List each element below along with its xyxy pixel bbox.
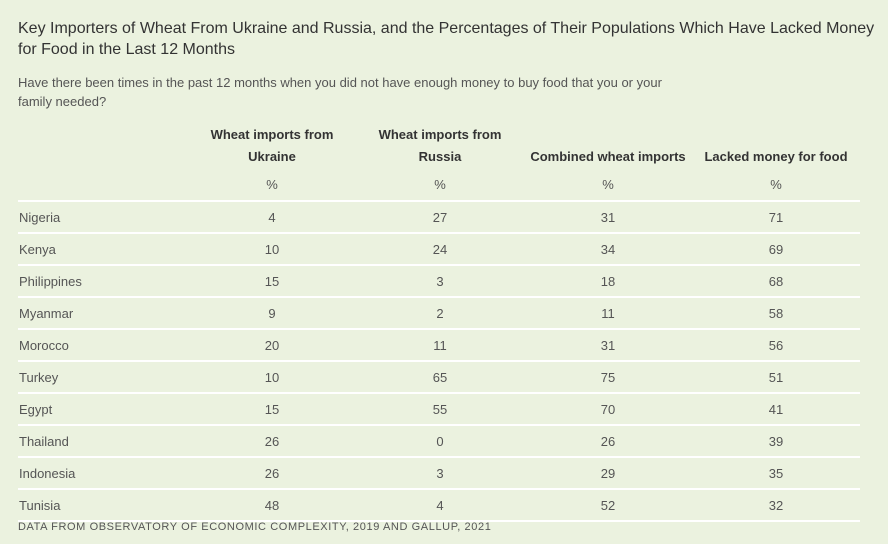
table-row: Philippines 15 3 18 68 [18, 265, 860, 298]
cell-value: 2 [356, 297, 524, 330]
cell-value: 9 [188, 297, 356, 330]
cell-value: 34 [524, 233, 692, 266]
table-row: Myanmar 9 2 11 58 [18, 297, 860, 330]
cell-value: 4 [188, 201, 356, 234]
cell-value: 26 [188, 457, 356, 490]
table-row: Tunisia 48 4 52 32 [18, 489, 860, 522]
table-row: Indonesia 26 3 29 35 [18, 457, 860, 490]
cell-value: 32 [692, 489, 860, 522]
survey-question: Have there been times in the past 12 mon… [18, 75, 662, 109]
cell-value: 18 [524, 265, 692, 298]
cell-value: 3 [356, 265, 524, 298]
cell-value: 10 [188, 361, 356, 394]
cell-value: 29 [524, 457, 692, 490]
cell-value: 51 [692, 361, 860, 394]
cell-value: 15 [188, 265, 356, 298]
cell-value: 20 [188, 329, 356, 362]
country-name: Turkey [18, 361, 188, 394]
country-name: Tunisia [18, 489, 188, 522]
cell-value: 4 [356, 489, 524, 522]
table-row: Turkey 10 65 75 51 [18, 361, 860, 394]
cell-value: 75 [524, 361, 692, 394]
country-name: Philippines [18, 265, 188, 298]
country-name: Thailand [18, 425, 188, 458]
cell-value: 0 [356, 425, 524, 458]
chart-title: Key Importers of Wheat From Ukraine and … [18, 20, 875, 58]
source-note: DATA FROM OBSERVATORY OF ECONOMIC COMPLE… [18, 521, 492, 533]
header-row: Wheat imports from Ukraine Wheat imports… [18, 124, 860, 168]
country-name: Myanmar [18, 297, 188, 330]
cell-value: 56 [692, 329, 860, 362]
table-row: Egypt 15 55 70 41 [18, 393, 860, 426]
unit-label: % [692, 168, 860, 202]
data-table: Wheat imports from Ukraine Wheat imports… [18, 124, 860, 522]
column-header: Wheat imports from Ukraine [210, 127, 334, 164]
cell-value: 27 [356, 201, 524, 234]
cell-value: 24 [356, 233, 524, 266]
cell-value: 41 [692, 393, 860, 426]
column-header: Wheat imports from Russia [378, 127, 502, 164]
unit-label: % [524, 168, 692, 202]
unit-label: % [188, 168, 356, 202]
cell-value: 58 [692, 297, 860, 330]
table-row: Kenya 10 24 34 69 [18, 233, 860, 266]
table-row: Thailand 26 0 26 39 [18, 425, 860, 458]
country-name: Indonesia [18, 457, 188, 490]
country-header [18, 124, 188, 168]
cell-value: 31 [524, 329, 692, 362]
unit-row: % % % % [18, 168, 860, 202]
column-header: Lacked money for food [704, 149, 848, 164]
cell-value: 11 [356, 329, 524, 362]
country-name: Kenya [18, 233, 188, 266]
table-row: Nigeria 4 27 31 71 [18, 201, 860, 234]
cell-value: 11 [524, 297, 692, 330]
cell-value: 65 [356, 361, 524, 394]
cell-value: 26 [524, 425, 692, 458]
cell-value: 15 [188, 393, 356, 426]
country-name: Egypt [18, 393, 188, 426]
cell-value: 55 [356, 393, 524, 426]
cell-value: 69 [692, 233, 860, 266]
cell-value: 31 [524, 201, 692, 234]
unit-label: % [356, 168, 524, 202]
cell-value: 68 [692, 265, 860, 298]
cell-value: 48 [188, 489, 356, 522]
cell-value: 26 [188, 425, 356, 458]
cell-value: 52 [524, 489, 692, 522]
column-header: Combined wheat imports [530, 149, 686, 164]
cell-value: 35 [692, 457, 860, 490]
cell-value: 3 [356, 457, 524, 490]
country-name: Nigeria [18, 201, 188, 234]
cell-value: 39 [692, 425, 860, 458]
table-row: Morocco 20 11 31 56 [18, 329, 860, 362]
cell-value: 70 [524, 393, 692, 426]
cell-value: 71 [692, 201, 860, 234]
country-name: Morocco [18, 329, 188, 362]
cell-value: 10 [188, 233, 356, 266]
